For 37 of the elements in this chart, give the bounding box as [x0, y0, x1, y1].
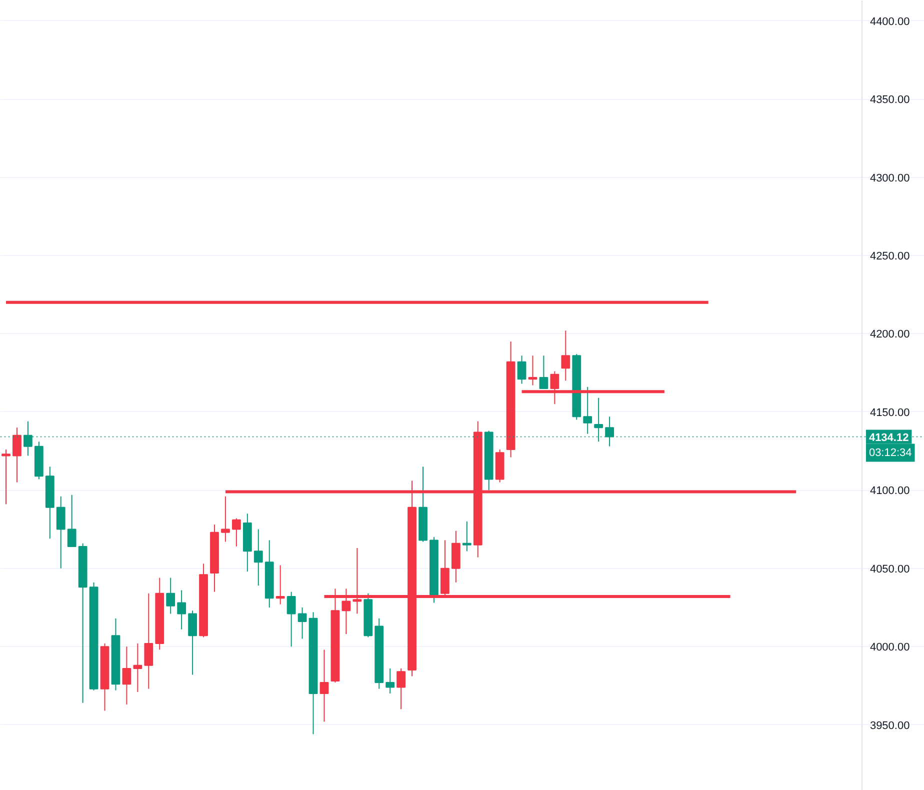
y-tick-label: 4350.00: [870, 94, 910, 106]
candlestick: [2, 448, 10, 505]
candlestick: [122, 646, 132, 705]
candlestick: [67, 494, 76, 547]
candlestick: [517, 355, 526, 384]
y-tick-label: 4250.00: [870, 250, 910, 262]
candlestick: [133, 642, 142, 692]
y-tick-label: 4150.00: [870, 406, 910, 419]
ref-line-label: 4134.12: [868, 432, 909, 444]
y-tick-label: 4100.00: [870, 485, 910, 498]
candlestick: [276, 564, 285, 605]
candlestick: [188, 610, 197, 676]
candlestick: [166, 577, 176, 614]
y-tick-label: 4400.00: [870, 16, 910, 28]
candlestick: [462, 520, 472, 552]
candlestick: [386, 668, 395, 694]
candlestick: [539, 355, 548, 389]
candlestick: [12, 427, 22, 483]
candlestick: [286, 591, 296, 648]
candlestick: [221, 496, 230, 542]
candlestick: [144, 592, 154, 690]
candlestick: [561, 330, 570, 382]
candlestick: [320, 649, 329, 722]
y-tick-label: 4050.00: [870, 563, 910, 576]
candlestick: [396, 668, 406, 710]
candlestick: [232, 518, 241, 547]
candlestick: [583, 386, 592, 434]
candlestick: [528, 355, 538, 386]
candlestick: [254, 528, 263, 586]
candlestick: [177, 590, 186, 630]
y-tick-label: 4300.00: [870, 172, 910, 184]
y-tick-label: 3950.00: [870, 720, 910, 732]
y-tick-label: 4200.00: [870, 328, 910, 341]
y-tick-label: 4000.00: [870, 642, 910, 654]
candlestick: [298, 606, 307, 640]
text: 03:12:34: [868, 446, 912, 459]
candlestick: [56, 496, 66, 569]
